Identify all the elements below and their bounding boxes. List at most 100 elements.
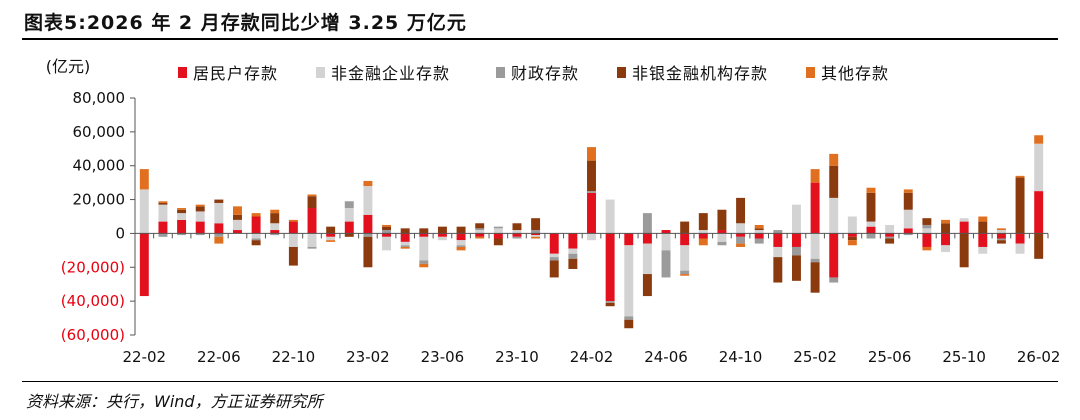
bar-segment [400,245,410,247]
bar-segment [382,226,392,231]
bar-segment [195,204,205,207]
bar-segment [624,233,634,246]
bar-segment [139,189,149,234]
bar-segment [959,221,969,234]
bar-segment [642,274,652,297]
bar-segment [587,147,596,161]
source-divider [22,381,1058,382]
bar-segment [307,208,317,234]
bar-segment [642,233,652,244]
bar-segment [270,213,280,224]
bar-segment [400,246,410,249]
bar-segment [587,233,596,241]
x-tick-label: 25-10 [942,348,986,366]
bar-segment [531,230,541,234]
bar-segment [251,233,261,239]
bar-segment [214,236,224,244]
bar-segment [382,230,392,234]
bar-segment [437,226,447,234]
bar-segment [810,262,820,293]
bar-segment [903,233,913,236]
y-tick-label: 40,000 [73,157,126,175]
bar-segment [885,238,895,244]
bar-segment [400,241,410,246]
x-tick-label: 22-02 [123,348,167,366]
bars [139,135,1044,329]
bar-segment [307,196,317,209]
bar-segment [754,230,764,234]
bar-segment [810,233,820,259]
bar-segment [549,260,559,278]
bar-segment [419,228,429,234]
bar-segment [214,202,224,224]
legend-label: 居民户存款 [193,64,278,83]
bar-segment [922,224,932,229]
x-tick-label: 23-10 [495,348,539,366]
bar-segment [922,233,932,247]
bar-segment [866,221,876,227]
bar-segment [829,153,839,166]
bar-segment [233,230,242,234]
bar-segment [903,228,913,234]
bar-segment [251,238,261,241]
bar-segment [996,240,1006,244]
bar-segment [941,223,950,234]
y-tick-label: 20,000 [73,191,126,209]
bar-segment [1034,143,1044,192]
bar-segment [419,236,429,261]
source-note: 资料来源：央行，Wind，方正证券研究所 [26,392,323,411]
bar-segment [605,233,615,302]
x-axis: 22-02 22-06 22-10 23-02 23-06 23-10 24-02 24-06… [123,232,1060,366]
bar-segment [922,228,932,234]
bar-segment [456,245,466,247]
bar-segment [382,233,392,237]
bar-segment [829,165,839,198]
bar-segment [177,208,187,210]
bar-segment [568,248,578,254]
y-tick-label: 60,000 [73,123,126,141]
bar-segment [307,233,317,247]
bar-segment [978,246,988,254]
bar-segment [624,245,634,317]
x-tick-label: 24-06 [644,348,688,366]
bar-segment [326,233,336,237]
bar-segment [605,199,615,234]
bar-segment [736,243,746,247]
bar-segment [475,223,485,229]
bar-segment [512,223,522,231]
bar-segment [549,257,559,261]
bar-segment [1015,175,1025,178]
bar-segment [400,233,410,242]
bar-segment [829,233,839,278]
bar-segment [698,213,708,231]
bar-segment [642,243,652,275]
bar-segment [568,258,578,269]
bar-segment [475,228,485,231]
bar-segment [475,230,485,234]
bar-segment [270,233,280,236]
bar-segment [698,230,708,234]
bar-segment [773,257,783,283]
bar-segment [717,230,727,234]
bar-segment [1015,243,1025,254]
bar-segment [717,241,727,246]
bar-segment [158,221,168,234]
bar-segment [941,233,950,246]
bar-segment [363,180,373,187]
bar-segment [680,245,690,271]
bar-segment [326,226,336,234]
bar-segment [158,202,168,205]
bar-segment [549,233,559,254]
x-tick-label: 24-10 [719,348,763,366]
bar-segment [847,236,857,241]
y-tick-label: 80,000 [73,89,126,107]
bar-segment [661,230,671,234]
bar-segment [736,223,746,234]
legend-swatch [617,67,626,78]
bar-segment [847,233,857,237]
bar-segment [717,233,727,242]
bar-segment [736,236,746,244]
bar-segment [810,258,820,263]
legend-swatch [316,67,325,78]
bar-segment [885,236,895,239]
